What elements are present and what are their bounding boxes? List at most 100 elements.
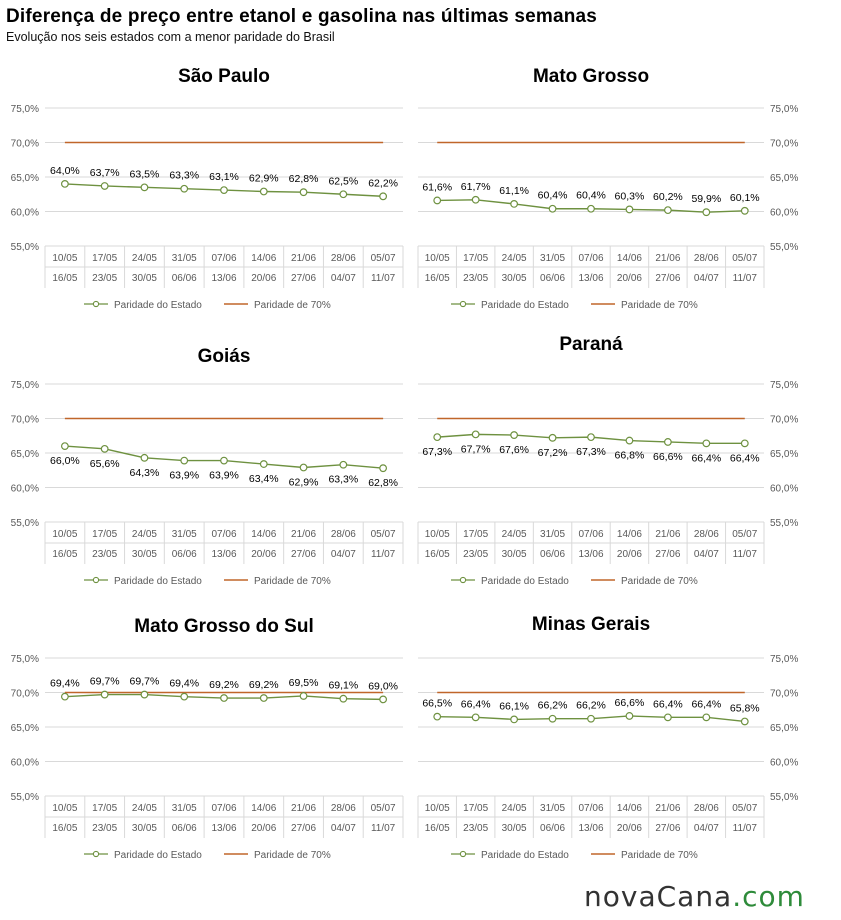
x-tick-label-bottom: 30/05 (502, 823, 527, 834)
x-tick-label-bottom: 23/05 (92, 823, 117, 834)
y-tick-label: 60,0% (770, 208, 798, 219)
legend-label-state: Paridade do Estado (481, 300, 569, 311)
y-tick-label: 60,0% (770, 758, 798, 769)
y-tick-label: 65,0% (770, 173, 798, 184)
chart-svg: Goiás 55,0% 60,0% 65,0% 70,0% 75,0% 10/05 17/05… (11, 346, 404, 587)
chart-panel-parana: Paraná 55,0% 60,0% 65,0% 70,0% 75,0% 10/05 17/0… (412, 334, 832, 608)
chart-title: Minas Gerais (532, 614, 650, 635)
legend-label-state: Paridade do Estado (481, 850, 569, 861)
data-point (510, 715, 519, 724)
x-tick-label-top: 28/06 (331, 803, 356, 814)
data-label: 67,6% (499, 444, 529, 456)
y-tick-label: 65,0% (770, 723, 798, 734)
x-tick-label-bottom: 30/05 (132, 549, 157, 560)
header: Diferença de preço entre etanol e gasoli… (6, 6, 597, 44)
x-tick-label-top: 05/07 (732, 529, 757, 540)
data-point (740, 439, 749, 448)
data-point (100, 444, 109, 453)
chart-title: Mato Grosso (533, 66, 649, 87)
logo-domain: .com (732, 880, 805, 913)
data-label: 61,6% (422, 181, 452, 193)
y-tick-label: 75,0% (11, 104, 39, 115)
data-label: 66,2% (576, 700, 606, 712)
x-tick-label-bottom: 04/07 (694, 549, 719, 560)
data-point (625, 205, 634, 214)
x-tick-label-top: 07/06 (578, 529, 603, 540)
x-tick-label-top: 24/05 (132, 253, 157, 264)
x-tick-label-bottom: 11/07 (371, 549, 396, 560)
data-point (140, 690, 149, 699)
x-tick-label-bottom: 30/05 (502, 273, 527, 284)
x-tick-label-bottom: 16/05 (52, 273, 77, 284)
x-tick-label-bottom: 30/05 (132, 273, 157, 284)
x-tick-label-top: 10/05 (52, 253, 77, 264)
x-tick-label-top: 17/05 (92, 253, 117, 264)
data-label: 63,4% (249, 473, 279, 485)
data-point (339, 694, 348, 703)
data-label: 66,0% (50, 455, 80, 467)
data-point (180, 456, 189, 465)
legend-label-threshold: Paridade de 70% (621, 576, 698, 587)
data-label: 69,2% (249, 679, 279, 691)
data-label: 69,2% (209, 679, 239, 691)
x-tick-label-top: 14/06 (617, 803, 642, 814)
x-tick-label-top: 21/06 (291, 803, 316, 814)
data-point (259, 694, 268, 702)
legend-label-threshold: Paridade de 70% (254, 300, 331, 311)
data-point (339, 460, 348, 469)
y-tick-label: 60,0% (11, 484, 39, 495)
y-tick-label: 70,0% (11, 689, 39, 700)
x-tick-label-bottom: 23/05 (463, 273, 488, 284)
y-tick-label: 55,0% (11, 792, 39, 803)
x-tick-label-top: 28/06 (331, 529, 356, 540)
data-label: 61,1% (499, 185, 529, 197)
data-label: 59,9% (691, 193, 721, 205)
legend-marker-state (92, 300, 100, 308)
x-tick-label-top: 14/06 (617, 529, 642, 540)
y-tick-label: 70,0% (11, 139, 39, 150)
x-tick-label-top: 24/05 (132, 803, 157, 814)
chart-svg: São Paulo 55,0% 60,0% 65,0% 70,0% 75,0% 10/05 1… (11, 66, 404, 311)
x-tick-label-bottom: 04/07 (331, 823, 356, 834)
data-point (60, 442, 69, 450)
y-tick-label: 75,0% (770, 380, 798, 391)
x-tick-label-bottom: 16/05 (52, 549, 77, 560)
data-label: 66,8% (615, 450, 645, 462)
data-label: 66,4% (653, 698, 683, 710)
data-point (60, 179, 69, 188)
data-label: 65,6% (90, 458, 120, 470)
x-tick-label-top: 28/06 (694, 803, 719, 814)
x-tick-label-bottom: 16/05 (52, 823, 77, 834)
x-tick-label-top: 05/07 (732, 253, 757, 264)
x-tick-label-bottom: 27/06 (291, 273, 316, 284)
x-tick-label-top: 07/06 (211, 529, 236, 540)
chart-svg: Minas Gerais 55,0% 60,0% 65,0% 70,0% 75,0% 10/… (417, 614, 798, 861)
data-label: 63,9% (209, 470, 239, 482)
novacana-logo: novaCana.com (584, 880, 805, 913)
x-tick-label-bottom: 04/07 (694, 823, 719, 834)
x-tick-label-bottom: 27/06 (291, 823, 316, 834)
legend-marker-state (92, 576, 100, 584)
x-tick-label-top: 05/07 (732, 803, 757, 814)
x-tick-label-bottom: 16/05 (425, 273, 450, 284)
y-tick-label: 60,0% (11, 208, 39, 219)
x-tick-label-bottom: 20/06 (617, 273, 642, 284)
x-tick-label-top: 17/05 (463, 529, 488, 540)
data-label: 67,3% (422, 446, 452, 458)
chart-panel-minas-gerais: Minas Gerais 55,0% 60,0% 65,0% 70,0% 75,0% 10/… (412, 612, 832, 882)
page-title: Diferença de preço entre etanol e gasoli… (6, 6, 598, 27)
x-tick-label-bottom: 20/06 (617, 549, 642, 560)
x-tick-label-top: 21/06 (291, 529, 316, 540)
legend-label-threshold: Paridade de 70% (254, 576, 331, 587)
data-point (379, 192, 388, 201)
data-point (339, 190, 348, 199)
y-tick-label: 70,0% (770, 139, 798, 150)
data-label: 66,5% (422, 698, 452, 710)
y-tick-label: 75,0% (11, 654, 39, 665)
x-tick-label-bottom: 04/07 (694, 273, 719, 284)
legend-label-threshold: Paridade de 70% (621, 850, 698, 861)
x-tick-label-bottom: 27/06 (291, 549, 316, 560)
data-point (510, 431, 519, 439)
data-point (587, 433, 595, 442)
data-label: 62,2% (368, 177, 398, 189)
